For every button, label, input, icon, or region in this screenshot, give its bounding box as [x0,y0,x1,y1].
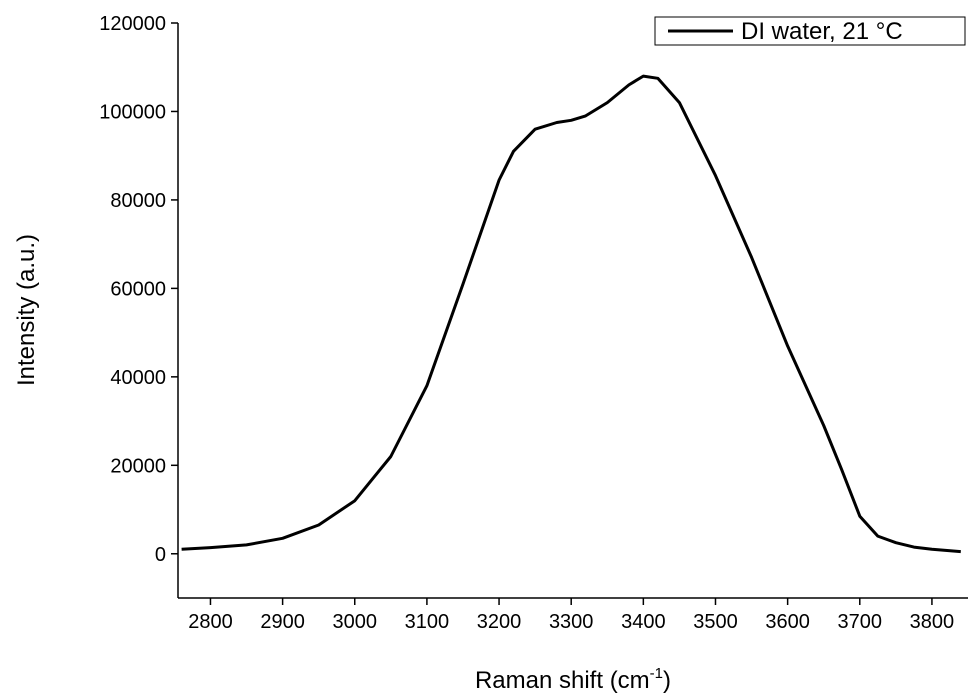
x-tick-label: 3800 [910,611,955,633]
y-tick-label: 100000 [99,101,166,123]
legend-label: DI water, 21 °C [741,18,903,45]
x-tick-label: 3100 [405,611,450,633]
y-tick-label: 40000 [110,367,166,389]
x-tick-label: 3000 [333,611,378,633]
y-tick-label: 80000 [110,190,166,212]
y-tick-label: 20000 [110,455,166,477]
x-axis-title-sup: -1 [650,665,663,682]
x-tick-label: 3500 [693,611,738,633]
x-tick-label: 2800 [188,611,233,633]
y-axis-title: Intensity (a.u.) [13,234,40,386]
x-axis-title-text: Raman shift (cm [475,667,650,694]
y-tick-label: 120000 [99,13,166,35]
x-tick-label: 3600 [765,611,810,633]
x-tick-label: 2900 [260,611,305,633]
y-tick-label: 60000 [110,278,166,300]
x-axis-title: Raman shift (cm-1) [475,665,671,694]
x-tick-label: 3700 [838,611,883,633]
x-axis-title-tail: ) [663,667,671,694]
x-tick-label: 3400 [621,611,666,633]
x-tick-label: 3200 [477,611,522,633]
data-line [181,74,961,554]
y-tick-label: 0 [155,544,166,566]
x-tick-label: 3300 [549,611,594,633]
